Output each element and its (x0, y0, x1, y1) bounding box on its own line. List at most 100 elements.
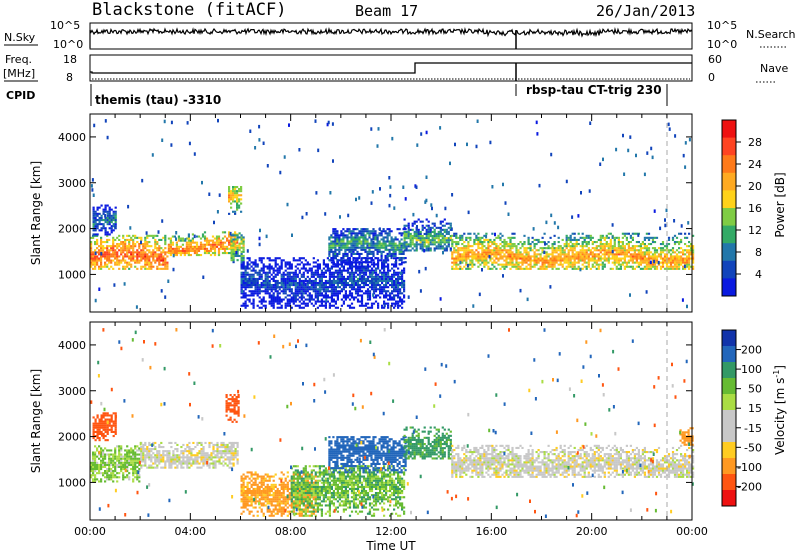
range-cell (644, 237, 646, 239)
range-cell (351, 292, 353, 294)
range-cell (319, 286, 321, 288)
range-cell (259, 229, 261, 233)
range-cell (106, 468, 108, 470)
range-cell (372, 251, 374, 253)
range-cell (372, 238, 374, 240)
range-cell (168, 248, 170, 250)
range-cell (128, 458, 130, 460)
range-cell (152, 235, 154, 237)
range-cell (345, 296, 347, 298)
range-cell (295, 294, 297, 296)
range-cell (289, 266, 291, 268)
range-cell (453, 249, 455, 251)
range-cell (596, 264, 598, 266)
range-cell (412, 237, 414, 239)
range-cell (426, 231, 428, 233)
range-cell (422, 245, 424, 247)
range-cell (343, 294, 345, 296)
range-cell (385, 276, 387, 278)
range-cell (562, 251, 564, 253)
range-cell (405, 257, 407, 259)
range-cell (327, 290, 329, 292)
range-cell (450, 223, 452, 225)
range-cell (192, 246, 194, 248)
range-cell (367, 268, 369, 270)
range-cell (558, 245, 560, 247)
range-cell (245, 282, 247, 284)
range-cell (552, 247, 554, 249)
range-cell (467, 268, 469, 270)
range-cell (387, 241, 389, 243)
range-cell (299, 259, 301, 261)
range-cell (463, 260, 465, 262)
range-cell (471, 251, 473, 253)
range-cell (399, 257, 401, 259)
range-cell (343, 284, 345, 286)
range-cell (102, 454, 104, 456)
range-cell (509, 251, 511, 253)
range-cell (511, 262, 513, 264)
range-cell (654, 237, 656, 239)
range-cell (334, 234, 336, 236)
range-cell (590, 253, 592, 255)
range-cell (301, 257, 303, 259)
range-cell (156, 235, 158, 237)
range-cell (234, 190, 236, 192)
range-cell (570, 237, 572, 239)
range-cell (337, 299, 339, 301)
range-cell (333, 299, 335, 301)
range-cell (342, 234, 344, 236)
range-cell (662, 243, 664, 245)
range-cell (574, 260, 576, 262)
range-cell (289, 268, 291, 270)
range-cell (184, 456, 186, 458)
range-cell (336, 245, 338, 247)
range-cell (105, 221, 107, 223)
range-cell (654, 241, 656, 243)
range-cell (122, 466, 124, 468)
range-cell (110, 454, 112, 456)
range-cell (255, 286, 257, 288)
range-cell (239, 232, 241, 234)
range-cell (331, 276, 333, 278)
range-cell (251, 266, 253, 268)
range-cell (580, 191, 582, 195)
range-cell (608, 243, 610, 245)
range-cell (347, 268, 349, 270)
range-cell (110, 260, 112, 262)
range-cell (372, 190, 374, 194)
range-cell (528, 243, 530, 245)
range-cell (230, 203, 232, 205)
range-cell (507, 258, 509, 260)
range-cell (627, 149, 629, 153)
range-cell (170, 143, 172, 147)
range-cell (509, 253, 511, 255)
range-cell (377, 294, 379, 296)
range-cell (626, 239, 628, 241)
range-cell (357, 278, 359, 280)
range-cell (241, 276, 243, 278)
range-cell (446, 247, 448, 249)
range-cell (340, 261, 342, 263)
range-cell (638, 253, 640, 255)
range-cell (338, 249, 340, 251)
range-cell (357, 301, 359, 303)
range-cell (158, 456, 160, 458)
range-cell (497, 264, 499, 266)
range-cell (331, 301, 333, 303)
range-cell (94, 466, 96, 468)
range-cell (190, 452, 192, 454)
range-cell (530, 268, 532, 270)
range-cell (351, 270, 353, 272)
range-cell (341, 282, 343, 284)
range-cell (461, 260, 463, 262)
range-cell (523, 249, 525, 251)
range-cell (315, 286, 317, 288)
range-cell (243, 238, 245, 240)
range-cell (379, 276, 381, 278)
range-cell (93, 219, 95, 221)
range-cell (343, 296, 345, 298)
range-cell (347, 276, 349, 278)
range-cell (241, 263, 243, 265)
range-cell (107, 223, 109, 225)
